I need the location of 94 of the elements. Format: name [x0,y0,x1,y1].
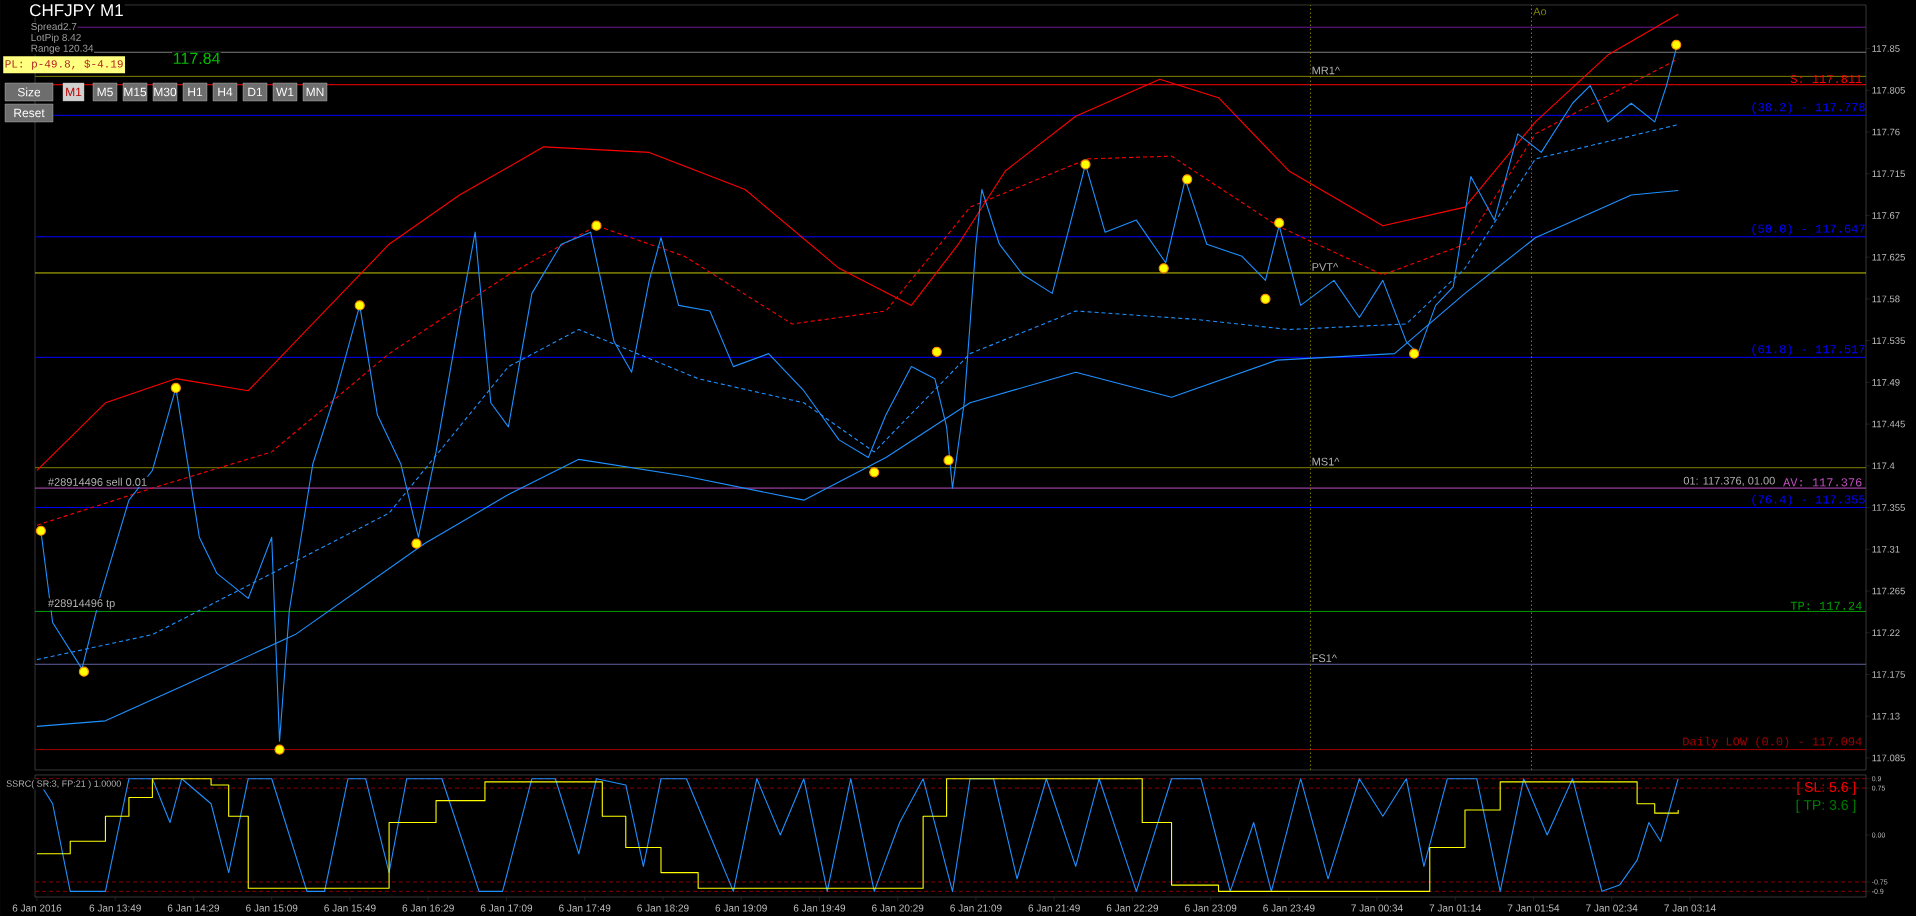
ref-line-label: TP: 117.24 [1790,601,1862,610]
x-tick-label: 6 Jan 23:49 [1263,904,1315,912]
annotation: Size [17,87,41,97]
x-tick-label: 6 Jan 19:49 [793,904,846,912]
annotation: M1 [66,87,82,97]
point [170,382,181,394]
x-tick-label: 6 Jan 18:29 [637,904,689,912]
ref-line-label: Daily LOW (0.0) - 117.094 [1683,736,1862,748]
annotation: W1 [276,87,294,97]
x-tick-label: 6 Jan 15:09 [246,904,298,912]
annotation: 01: 117.376, 01.00 [1683,476,1775,486]
line-series [36,778,1679,892]
x-tick-label: 6 Jan 15:49 [324,904,376,912]
annotation: (61.8) - 117.517 [1752,344,1865,356]
y-tick-label: 117.265 [1872,587,1905,595]
y-tick-label: 117.805 [1872,86,1905,94]
ref-line-label: Ao [1533,7,1547,16]
annotation: PVT^ [1312,263,1339,271]
point [943,455,954,466]
point [1158,263,1169,274]
ref-line-label: AV: 117.376 [1783,478,1862,487]
annotation: (76.4) - 117.355 [1752,494,1865,506]
annotation: MN [306,87,324,97]
y-tick-label: 117.355 [1872,504,1905,511]
ref-line-label: S: 117.811 [1790,74,1862,84]
x-tick-label: 7 Jan 03:14 [1664,904,1716,912]
y-tick-label: 117.715 [1872,170,1905,178]
x-tick-label: 6 Jan 14:29 [167,904,220,912]
annotation: [ TP: 3.6 ] [1796,799,1856,813]
point [78,666,90,677]
point [35,525,46,536]
x-tick-label: 6 Jan 13:49 [89,904,141,912]
x-tick-label: 6 Jan 2016 [12,904,62,912]
point [1274,217,1285,228]
y-tick-label: 117.67 [1872,212,1900,219]
annotation: M5 [97,87,113,97]
annotation: Range 120.34 [31,44,94,54]
annotation: MS1^ [1312,457,1340,466]
annotation: Spread2.7 [31,22,77,33]
chart-title: CHFJPY M1 [30,4,123,17]
y-tick-label: 117.31 [1872,545,1900,553]
point [591,220,602,231]
y-tick-label: 117.535 [1872,337,1905,345]
annotation: M15 [124,87,147,97]
y-tick-label: 117.49 [1872,379,1900,386]
x-tick-label: 7 Jan 02:34 [1586,904,1638,912]
x-tick-label: 6 Jan 21:49 [1028,904,1080,912]
y-tick-label: 117.76 [1872,128,1900,136]
text: SSRC( SR:3, FP:21 ) 1.0000 [6,780,121,789]
annotation: LotPip 8.42 [31,33,81,44]
annotation: D1 [248,87,263,97]
annotation: #28914496 tp [48,599,115,610]
y-tick-label: 117.13 [1872,712,1900,720]
point [354,300,365,311]
annotation: [ SL: 5.6 ] [1797,781,1856,795]
y-tick-label: 117.445 [1872,420,1905,428]
point [274,744,285,755]
annotation: (50.0) - 117.647 [1752,223,1865,236]
x-tick-label: 6 Jan 22:29 [1106,904,1159,912]
x-tick-label: 7 Jan 01:54 [1507,904,1560,912]
x-tick-label: 6 Jan 21:09 [950,904,1002,912]
point [1260,293,1271,305]
annotation: PL: p-49.8, $-4.19 [5,59,123,70]
y-tick-label: 117.58 [1872,295,1900,303]
x-tick-label: 6 Jan 17:49 [559,904,611,912]
point [1409,348,1420,359]
annotation: M30 [154,87,177,97]
annotation: FS1^ [1312,654,1337,663]
x-tick-label: 6 Jan 19:09 [715,904,767,912]
x-tick-label: 7 Jan 01:14 [1429,904,1482,912]
x-tick-label: 7 Jan 00:34 [1351,904,1403,912]
x-tick-label: 6 Jan 17:09 [480,904,533,912]
point [411,538,422,549]
point [1080,159,1091,170]
point [1182,174,1193,185]
annotation: 117.84 [173,52,220,65]
annotation: H4 [218,87,233,97]
annotation: Reset [14,108,45,118]
annotation: (38.2) - 117.778 [1752,102,1865,114]
y-tick-label: 117.85 [1872,45,1900,52]
y-tick-label: 117.175 [1872,671,1905,678]
point [1671,39,1682,50]
x-tick-label: 6 Jan 20:29 [872,904,924,912]
point [869,467,880,478]
annotation: #28914496 sell 0.01 [48,477,147,486]
y-tick-label: 117.4 [1872,462,1895,470]
x-tick-label: 6 Jan 16:29 [402,904,454,912]
y-tick-label: 117.22 [1872,629,1900,637]
annotation: MR1^ [1312,66,1340,75]
annotation: H1 [188,87,203,97]
x-tick-label: 6 Jan 23:09 [1185,904,1237,912]
y-tick-label: 117.085 [1872,754,1905,762]
point [931,346,942,357]
y-tick-label: 117.625 [1872,253,1905,261]
